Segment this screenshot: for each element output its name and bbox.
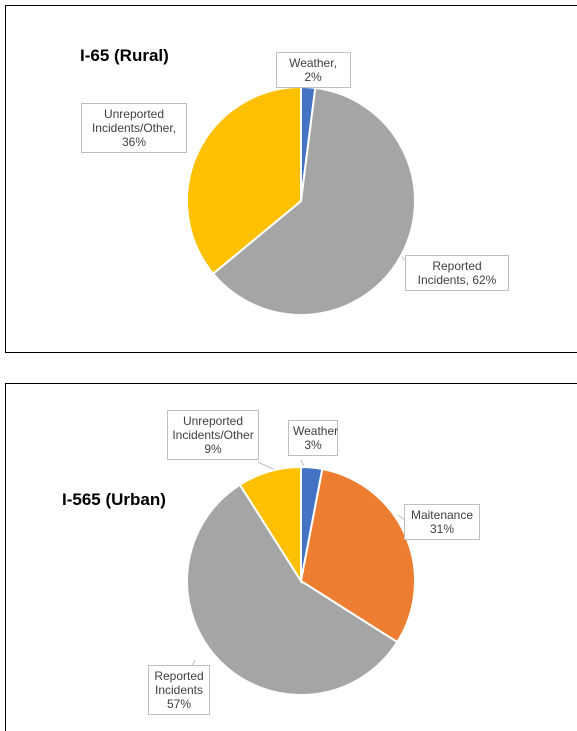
data-label: Reported Incidents 57% [148, 665, 210, 715]
chart-title: I-565 (Urban) [62, 490, 166, 509]
leader-line [397, 514, 406, 521]
data-label: Unreported Incidents/Other, 36% [81, 103, 187, 153]
pie-slice [186, 483, 399, 696]
data-label: Weather 3% [288, 420, 338, 456]
pie-slice [211, 86, 416, 316]
data-label: Weather, 2% [275, 52, 351, 88]
data-label: Maitenance 31% [404, 504, 480, 540]
chart-panel [5, 383, 577, 731]
pie-slice [238, 465, 302, 585]
chart-title: I-65 (Rural) [80, 46, 169, 65]
leader-line [300, 459, 305, 468]
leader-line [257, 461, 276, 471]
chart-panel [5, 5, 577, 353]
pie-slice [186, 85, 302, 276]
data-label: Unreported Incidents/Other 9% [167, 410, 259, 460]
data-label: Reported Incidents, 62% [405, 255, 509, 291]
